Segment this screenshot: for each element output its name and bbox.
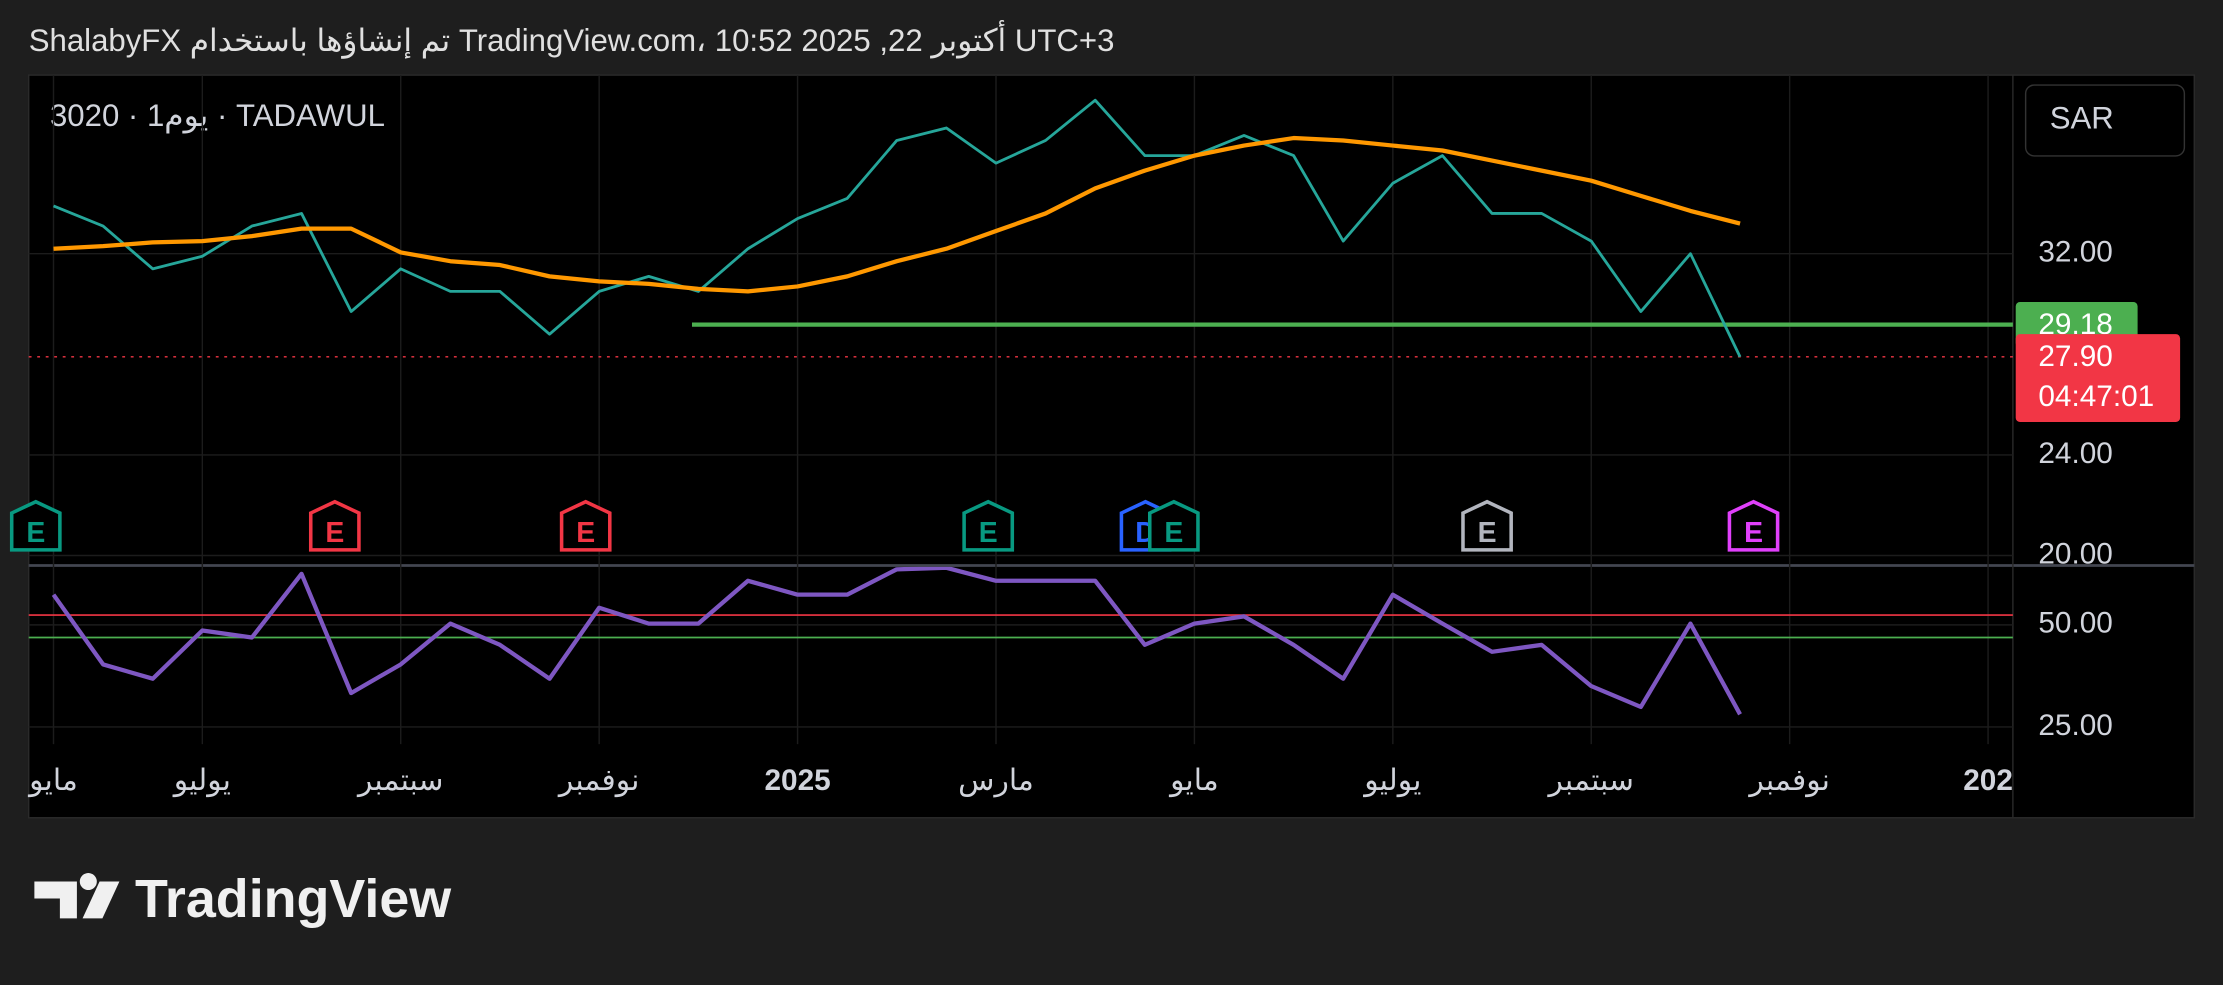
- series-line: [52, 98, 1742, 358]
- event-badge: E: [308, 499, 361, 552]
- series-line: [51, 566, 1742, 716]
- x-tick-label: يوليو: [172, 764, 231, 797]
- x-tick-label: مايو: [1168, 764, 1219, 797]
- x-tick-label: نوفمبر: [557, 764, 639, 797]
- event-badge: E: [9, 499, 62, 552]
- y-tick-label: 24.00: [2038, 437, 2112, 470]
- header: ShalabyFX تم إنشاؤها باستخدام TradingVie…: [29, 20, 1115, 59]
- x-tick-label: 2025: [764, 764, 830, 797]
- event-shape: [1727, 499, 1780, 552]
- logo-text: TradingView: [135, 869, 451, 929]
- event-shape: [308, 499, 361, 552]
- x-tick-label: سبتمبر: [356, 764, 443, 797]
- event-badge: E: [559, 499, 612, 552]
- countdown: 04:47:01: [2038, 380, 2154, 413]
- x-tick-label: مايو: [27, 764, 78, 797]
- event-shape: [559, 499, 612, 552]
- event-badge: E: [1727, 499, 1780, 552]
- last-price-label: 27.90: [2038, 340, 2112, 373]
- y-tick-label: 50.00: [2038, 607, 2112, 640]
- y-tick-label: 32.00: [2038, 236, 2112, 269]
- event-badge: E: [1461, 499, 1513, 552]
- event-label: E: [1478, 517, 1497, 549]
- event-shape: [9, 499, 62, 552]
- event-shape: [1461, 499, 1513, 552]
- event-label: E: [1744, 517, 1763, 549]
- x-tick-label: 202: [1963, 764, 2013, 797]
- currency[interactable]: SAR: [2050, 101, 2114, 136]
- event-label: E: [325, 517, 344, 549]
- plot: مايو يوليو سبتمبر نوفمبر 2025 مارس مايو يوليو سب…: [9, 75, 2181, 797]
- event-label: E: [979, 517, 998, 549]
- y-tick-label: 20.00: [2038, 537, 2112, 570]
- event-label: E: [1164, 517, 1183, 549]
- y-tick-label: 25.00: [2038, 709, 2112, 742]
- event-shape: [962, 499, 1015, 552]
- logo-mark: [34, 873, 120, 919]
- x-tick-label: مارس: [958, 764, 1034, 797]
- x-tick-label: يوليو: [1362, 764, 1421, 797]
- logo: TradingView: [34, 869, 451, 929]
- last-price-box: [2015, 334, 2181, 423]
- x-tick-label: سبتمبر: [1547, 764, 1634, 797]
- series-line: [53, 135, 1741, 294]
- chart-area: [28, 74, 2195, 819]
- event-badge: E: [962, 499, 1015, 552]
- event-shape: [1147, 499, 1200, 552]
- event-label: E: [576, 517, 595, 549]
- x-tick-label: نوفمبر: [1747, 764, 1829, 797]
- event-badge: E: [1147, 499, 1200, 552]
- event-label: E: [26, 517, 45, 549]
- currency-button[interactable]: [2024, 84, 2186, 157]
- symbol: 3020 · 1يوم · TADAWUL: [50, 98, 385, 134]
